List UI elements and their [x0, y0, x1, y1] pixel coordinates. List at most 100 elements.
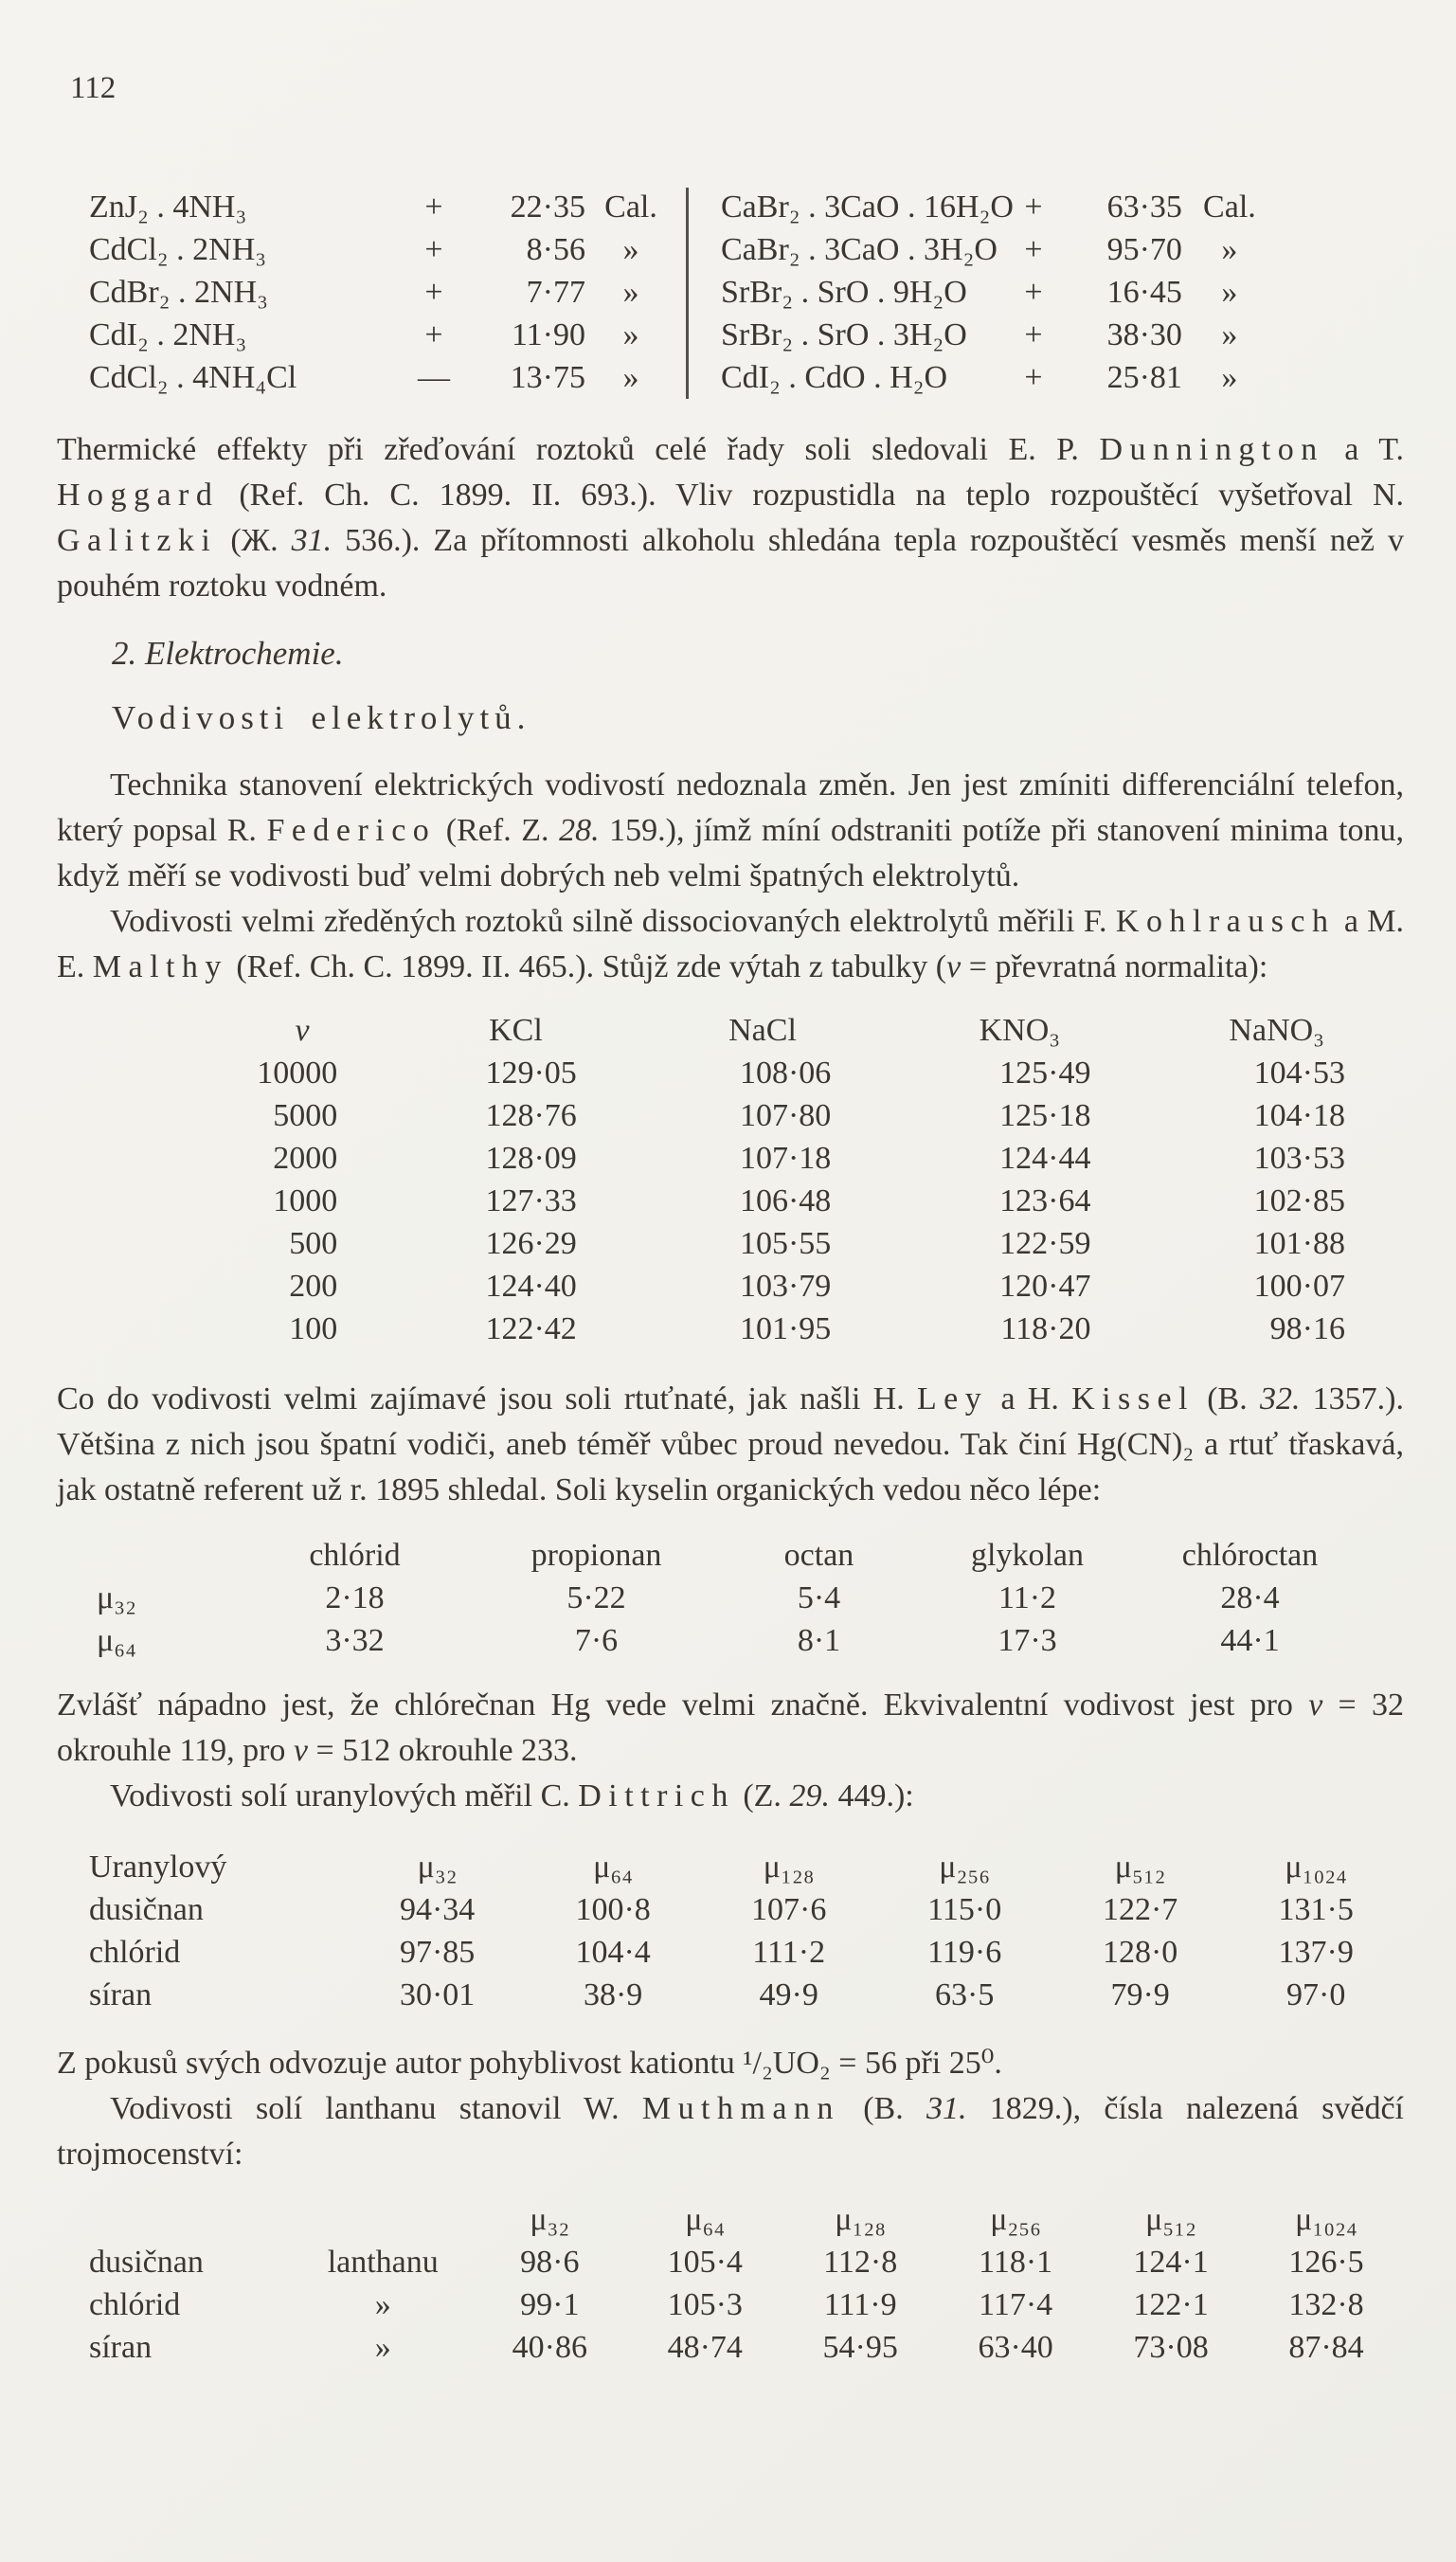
text-run: Galitzki [57, 523, 218, 558]
column-header: KNO₃ [979, 1013, 1061, 1048]
column-header: μ₂₅₆ [990, 2202, 1041, 2237]
text-run: 32. [1259, 1381, 1301, 1416]
column-header: NaCl [728, 1013, 797, 1048]
table-cell: 28·4 [1220, 1580, 1280, 1615]
table-cell: síran [89, 1977, 153, 2012]
table-cell: 122·1 [1133, 2287, 1209, 2322]
table-cell: 132·8 [1288, 2287, 1364, 2322]
table-cell: 2000 [273, 1141, 338, 1176]
table-cell: 100·8 [575, 1892, 651, 1927]
table-row: dusičnan 94·34 100·8 107·6 115·0 122·7 131·5 [89, 1888, 1404, 1931]
table-cell: chlórid [89, 2287, 181, 2322]
table-cell: » [622, 360, 639, 395]
table-cell: 104·4 [575, 1935, 651, 1970]
table-cell: 119·6 [927, 1935, 1002, 1970]
table-row: síran 30·01 38·9 49·9 63·5 79·9 97·0 [89, 1974, 1404, 2016]
text-run: Vodivosti velmi zředěných roztoků silně … [110, 904, 1116, 939]
table-row: 200 124·40 103·79 120·47 100·07 [208, 1265, 1404, 1308]
paragraph-lanthanum-intro: Vodivosti solí lanthanu stanovil W. Muth… [57, 2086, 1404, 2177]
column-divider-rule [686, 188, 689, 399]
table-header-row: chlórid propionan octan glykolan chlóroctan [97, 1534, 1366, 1577]
table-cell: 124·44 [999, 1141, 1091, 1176]
table-row: SrBr₂ . SrO . 3H₂O +38·30 » [721, 314, 1277, 356]
table-cell: 103·79 [739, 1269, 832, 1304]
text-run: a H. [988, 1381, 1072, 1416]
table-cell: 11·90 [511, 317, 585, 352]
section-heading-elektrochemie: 2. Elektrochemie. [112, 635, 344, 672]
column-header: chlóroctan [1181, 1538, 1319, 1573]
organic-salts-table: chlórid propionan octan glykolan chlóroctan μ… [97, 1534, 1366, 1662]
table-cell: 79·9 [1110, 1977, 1170, 2012]
text-run: = převratná normalita): [961, 949, 1268, 984]
text-run: (Ref. Z. [436, 813, 560, 848]
table-row: 10000 129·05 108·06 125·49 104·53 [208, 1052, 1404, 1094]
table-cell: 5·22 [566, 1580, 626, 1615]
table-row: μ₃₂ 2·18 5·22 5·4 11·2 28·4 [97, 1577, 1366, 1619]
table-cell: 122·59 [999, 1226, 1091, 1261]
table-cell: 125·49 [999, 1055, 1091, 1091]
heat-table-right-column: CaBr₂ . 3CaO . 16H₂O +63·35 Cal. CaBr₂ . 3C… [721, 186, 1277, 399]
table-cell: 111·2 [752, 1935, 826, 1970]
text-run: (Ж. [217, 523, 292, 558]
table-cell: 100 [289, 1311, 338, 1346]
text-run: = 512 okrouhle 233. [308, 1733, 578, 1768]
text-run: (B. [1194, 1381, 1260, 1416]
table-cell: 17·3 [998, 1623, 1057, 1658]
table-cell: 127·33 [485, 1183, 577, 1218]
table-cell: 200 [289, 1269, 338, 1304]
table-cell: CaBr₂ . 3CaO . 3H₂O [721, 232, 998, 267]
table-cell: 129·05 [485, 1055, 577, 1091]
table-cell: 107·6 [751, 1892, 827, 1927]
table-cell: 38·30 [1106, 317, 1182, 352]
column-header [89, 2198, 294, 2241]
table-cell: 94·34 [399, 1892, 476, 1927]
table-cell: 102·85 [1253, 1183, 1345, 1218]
table-row: dusičnan lanthanu 98·6 105·4 112·8 118·1 124·1… [89, 2241, 1404, 2283]
text-run: Ley [916, 1381, 989, 1416]
table-cell: 103·53 [1253, 1141, 1345, 1176]
text-run: 29. [789, 1778, 830, 1813]
table-cell: 126·29 [485, 1226, 577, 1261]
table-cell: 101·95 [739, 1311, 832, 1346]
table-cell: » [1221, 232, 1238, 267]
heat-table-left-column: ZnJ₂ . 4NH₃ +22·35 Cal. CdCl₂ . 2NH₃ +8·56» C… [89, 186, 676, 399]
text-run: Muthmann [641, 2091, 840, 2126]
table-cell: + [424, 189, 443, 225]
table-row: ZnJ₂ . 4NH₃ +22·35 Cal. [89, 186, 676, 228]
text-run: Thermické effekty při zřeďování roztoků … [57, 432, 1100, 467]
text-run: 159.), jímž míní odstraniti potíže při s… [57, 813, 1404, 893]
table-cell: 16·45 [1106, 275, 1182, 310]
text-run: 449.): [829, 1778, 914, 1813]
table-cell: μ₃₂ [97, 1580, 136, 1615]
table-cell: 8·1 [797, 1623, 841, 1658]
table-cell: — [418, 360, 450, 395]
table-row: chlórid 97·85 104·4 111·2 119·6 128·0 137·9 [89, 1931, 1404, 1974]
table-cell: 63·35 [1106, 189, 1182, 225]
text-run: v [293, 1733, 309, 1768]
table-cell: 3·32 [325, 1623, 385, 1658]
table-cell: 111·9 [823, 2287, 897, 2322]
table-cell: 128·76 [485, 1098, 577, 1133]
table-cell: 10000 [257, 1055, 338, 1091]
table-cell: ZnJ₂ . 4NH₃ [89, 189, 247, 225]
table-cell: dusičnan [89, 2245, 204, 2280]
table-cell: 106·48 [739, 1183, 832, 1218]
table-cell: chlórid [89, 1935, 181, 1970]
table-cell: 98·16 [1269, 1311, 1345, 1346]
table-cell: CdBr₂ . 2NH₃ [89, 275, 268, 310]
table-cell: 128·09 [485, 1141, 577, 1176]
text-run: = 32 okrouhle 119, pro [57, 1687, 1404, 1768]
table-cell: CdCl₂ . 4NH₄Cl [89, 360, 297, 395]
table-cell: 105·3 [667, 2287, 743, 2322]
table-cell: lanthanu [327, 2245, 439, 2280]
table-cell: » [1221, 360, 1238, 395]
page-number: 112 [70, 71, 117, 105]
table-cell: 112·8 [823, 2245, 898, 2280]
text-run: 1829.), čísla nalezená svědčí trojmocens… [57, 2091, 1404, 2172]
table-cell: » [1221, 275, 1238, 310]
text-run: Z pokusů svých odvozuje autor pohyblivos… [57, 2046, 1002, 2081]
table-cell: 107·18 [739, 1141, 832, 1176]
table-cell: 105·55 [739, 1226, 832, 1261]
table-row: chlórid » 99·1 105·3 111·9 117·4 122·1 132·8 [89, 2283, 1404, 2326]
